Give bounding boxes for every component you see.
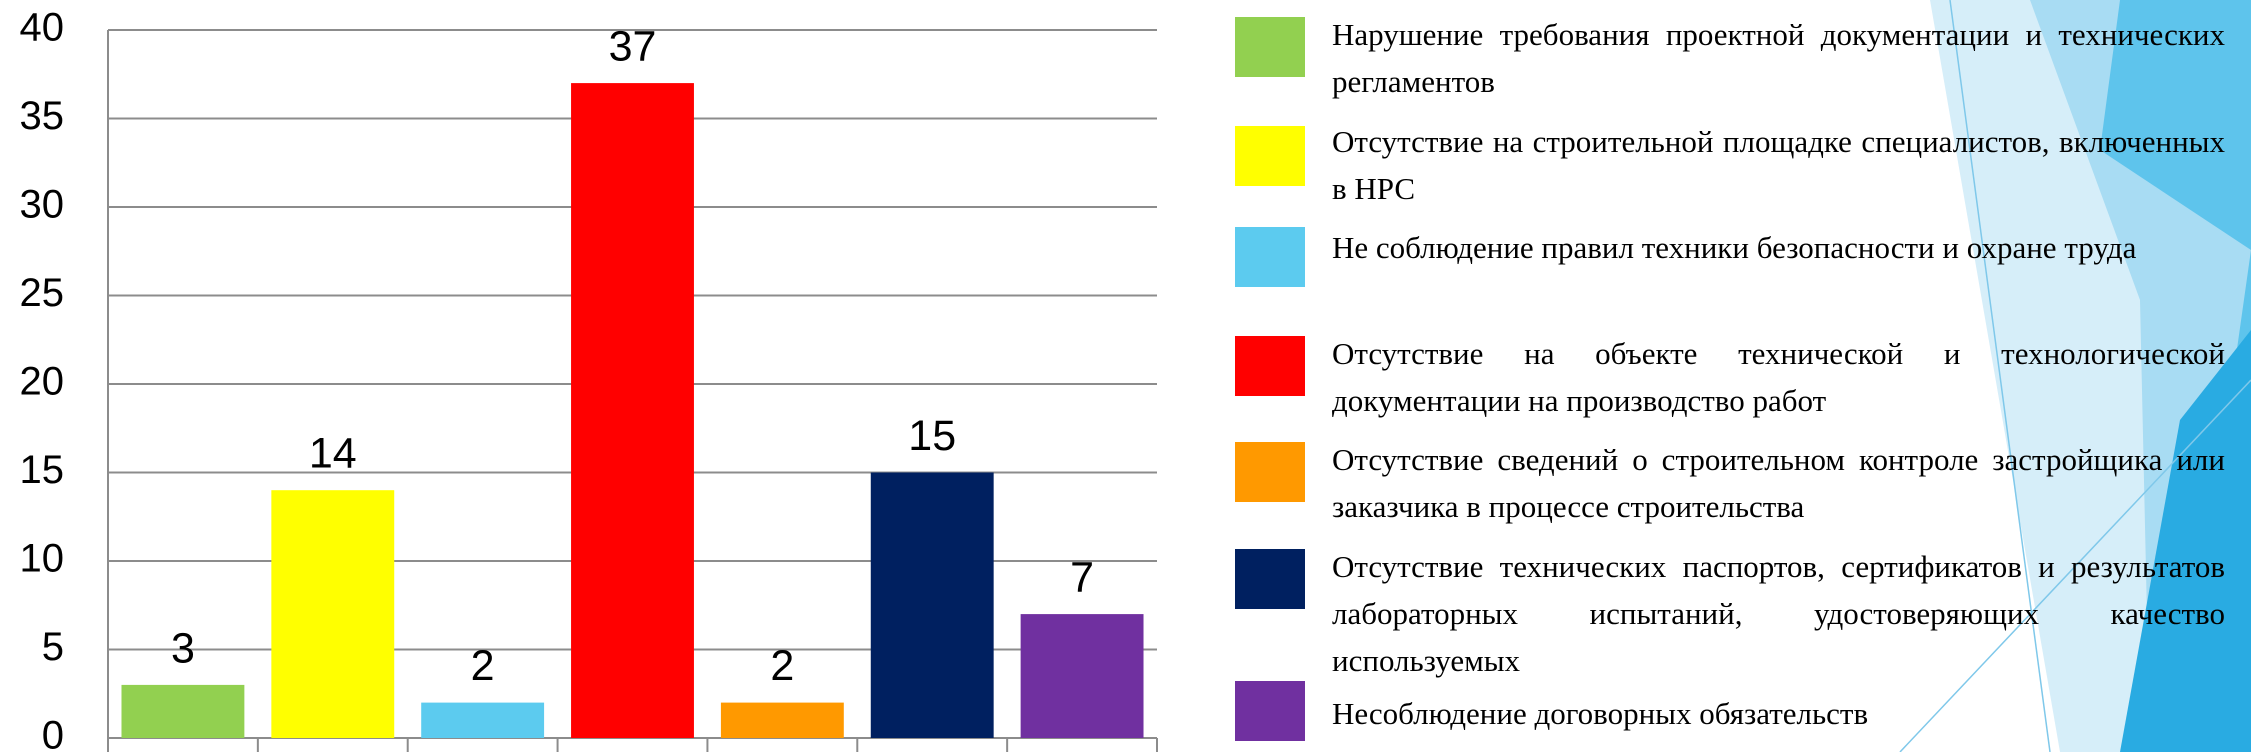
- legend-swatch: [1235, 17, 1305, 77]
- y-tick-label: 25: [20, 271, 65, 315]
- legend-label: Не соблюдение правил техники безопасност…: [1332, 224, 2225, 271]
- legend-label: Отсутствие сведений о строительном контр…: [1332, 436, 2225, 530]
- data-label: 2: [770, 642, 794, 690]
- legend-swatch: [1235, 336, 1305, 396]
- legend-swatch: [1235, 227, 1305, 287]
- bar: [121, 685, 244, 738]
- data-label: 15: [908, 412, 956, 460]
- y-tick-label: 0: [42, 714, 64, 752]
- y-tick-label: 40: [20, 6, 65, 50]
- bar: [1021, 614, 1144, 738]
- legend-swatch: [1235, 681, 1305, 741]
- bar: [271, 490, 394, 738]
- legend-swatch: [1235, 442, 1305, 502]
- data-label: 7: [1070, 553, 1094, 601]
- legend-label: Отсутствие на объекте технической и техн…: [1332, 330, 2225, 424]
- bar: [871, 473, 994, 739]
- legend-swatch: [1235, 549, 1305, 609]
- y-tick-label: 20: [20, 360, 65, 404]
- bar: [721, 703, 844, 738]
- legend-swatch: [1235, 126, 1305, 186]
- legend-label: Отсутствие технических паспортов, сертиф…: [1332, 543, 2225, 684]
- bar: [571, 83, 694, 738]
- data-label: 2: [471, 642, 495, 690]
- y-tick-label: 5: [42, 625, 64, 669]
- data-label: 3: [171, 624, 195, 672]
- y-tick-label: 35: [20, 94, 65, 138]
- data-label: 14: [309, 430, 357, 478]
- legend-label: Нарушение требования проектной документа…: [1332, 11, 2225, 105]
- page: 0 5 10 15 20 25 30 35 40 3 14 2 37 2 15 7 Нарушение тре…: [0, 0, 2251, 752]
- y-tick-label: 15: [20, 448, 65, 492]
- legend-label: Отсутствие на строительной площадке спец…: [1332, 118, 2225, 212]
- y-tick-label: 10: [20, 537, 65, 581]
- bar: [421, 703, 544, 738]
- y-tick-label: 30: [20, 183, 65, 227]
- legend-label: Несоблюдение договорных обязательств: [1332, 690, 2225, 737]
- data-label: 37: [609, 22, 657, 70]
